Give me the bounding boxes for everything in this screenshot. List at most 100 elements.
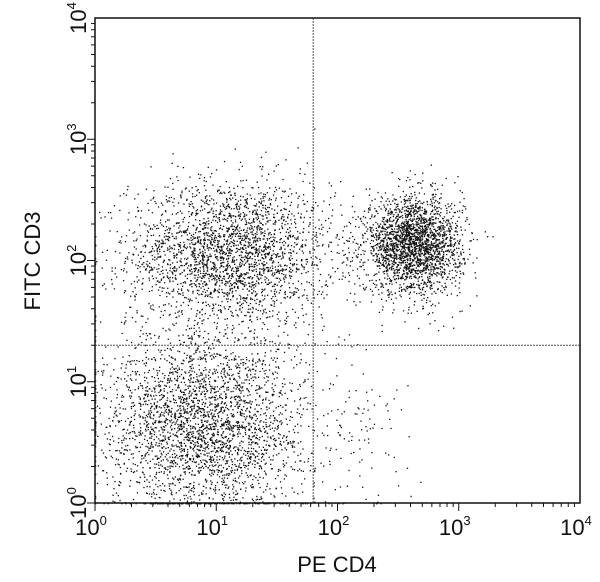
- data-point-upper-right: [386, 232, 388, 234]
- data-point-upper-left: [197, 271, 199, 273]
- data-point-upper-right: [385, 254, 388, 256]
- data-point-upper-left: [285, 311, 287, 314]
- data-point-upper-left: [293, 324, 296, 326]
- data-point-upper-left: [232, 257, 234, 259]
- data-point-upper-left: [168, 328, 170, 330]
- data-point-upper-right: [398, 277, 400, 279]
- data-point-upper-left: [202, 263, 204, 265]
- data-point-upper-left: [204, 273, 206, 275]
- data-point-upper-left: [164, 229, 166, 232]
- data-point-upper-right: [405, 235, 407, 237]
- data-point-upper-left: [211, 308, 213, 310]
- data-point-upper-left: [240, 229, 242, 232]
- data-point-upper-right: [435, 244, 437, 246]
- data-point-upper-right: [396, 264, 399, 266]
- data-point-upper-left: [246, 257, 248, 259]
- data-point-upper-left: [253, 332, 255, 334]
- data-point-upper-left: [214, 265, 216, 267]
- data-point-upper-right: [408, 231, 410, 234]
- data-point-upper-left: [137, 206, 139, 209]
- data-point-upper-left: [169, 236, 171, 239]
- data-point-upper-left: [325, 219, 327, 222]
- data-point-upper-right: [423, 220, 425, 222]
- data-point-upper-right: [387, 289, 389, 291]
- data-point-upper-right: [391, 225, 393, 228]
- data-point-upper-left: [306, 297, 308, 299]
- data-point-upper-right: [381, 298, 383, 300]
- data-point-upper-right: [362, 235, 364, 237]
- data-point-upper-left: [278, 292, 281, 294]
- data-point-upper-left: [269, 187, 271, 189]
- data-point-upper-left: [251, 213, 254, 215]
- data-point-upper-left: [287, 244, 290, 246]
- data-point-upper-left: [274, 272, 276, 274]
- data-point-upper-right: [441, 229, 443, 231]
- data-point-upper-right: [420, 222, 422, 224]
- data-point-upper-left: [153, 250, 155, 252]
- data-point-upper-left: [223, 278, 226, 280]
- data-point-upper-right: [406, 274, 408, 276]
- data-point-upper-left: [235, 233, 237, 235]
- data-point-upper-right: [407, 263, 410, 265]
- data-point-upper-left: [316, 257, 318, 259]
- data-point-upper-right: [423, 193, 426, 195]
- data-point-upper-left: [229, 191, 231, 193]
- data-point-upper-right: [410, 253, 412, 256]
- data-point-upper-left: [315, 256, 317, 258]
- data-point-upper-right: [416, 264, 418, 266]
- data-point-upper-right: [379, 234, 381, 236]
- data-point-upper-right: [386, 254, 388, 256]
- data-point-upper-right: [416, 252, 418, 255]
- data-point-upper-right: [386, 219, 388, 221]
- data-point-upper-left: [282, 268, 284, 270]
- data-point-upper-left: [239, 265, 241, 268]
- data-point-upper-left: [209, 195, 211, 197]
- data-point-upper-left: [259, 246, 261, 248]
- data-point-upper-left: [289, 277, 292, 279]
- data-point-upper-left: [150, 266, 152, 268]
- data-point-upper-left: [240, 254, 242, 256]
- data-point-upper-left: [200, 224, 202, 226]
- data-point-upper-left: [159, 294, 161, 297]
- data-point-upper-left: [289, 234, 291, 236]
- data-point-upper-left: [160, 279, 162, 281]
- data-point-upper-right: [429, 227, 432, 229]
- data-point-upper-right: [415, 203, 417, 205]
- data-point-upper-left: [218, 288, 220, 290]
- data-point-upper-left: [231, 283, 233, 286]
- data-point-upper-right: [420, 282, 422, 284]
- data-point-upper-left: [297, 238, 299, 240]
- data-point-upper-left: [280, 209, 282, 212]
- data-point-upper-left: [202, 285, 204, 288]
- data-point-upper-right: [440, 212, 442, 214]
- data-point-upper-right: [421, 231, 424, 234]
- data-point-upper-right: [426, 231, 428, 233]
- data-point-upper-left: [249, 315, 252, 317]
- data-point-upper-left: [248, 244, 250, 246]
- data-point-upper-right: [416, 310, 418, 312]
- data-point-upper-right: [422, 229, 424, 232]
- data-point-upper-right: [417, 208, 420, 210]
- data-point-upper-left: [226, 294, 228, 296]
- data-point-upper-right: [382, 218, 385, 220]
- data-point-upper-right: [457, 266, 459, 269]
- data-point-upper-left: [186, 262, 188, 264]
- data-point-upper-left: [267, 220, 269, 222]
- data-point-upper-left: [212, 275, 214, 277]
- data-point-upper-left: [202, 252, 204, 254]
- data-point-upper-right: [406, 275, 408, 278]
- data-point-upper-left: [205, 200, 207, 202]
- data-point-upper-left: [243, 278, 246, 280]
- data-point-upper-left: [216, 276, 218, 278]
- data-point-upper-left: [263, 261, 265, 263]
- data-point-upper-right: [420, 241, 422, 243]
- data-point-upper-left: [238, 254, 240, 257]
- data-point-upper-left: [151, 308, 153, 310]
- data-point-upper-right: [423, 229, 425, 231]
- data-point-upper-right: [410, 243, 412, 245]
- data-point-upper-left: [244, 241, 247, 243]
- data-point-upper-left: [270, 298, 273, 300]
- data-point-upper-left: [218, 291, 220, 294]
- data-point-upper-left: [153, 267, 155, 269]
- data-point-upper-left: [271, 262, 274, 264]
